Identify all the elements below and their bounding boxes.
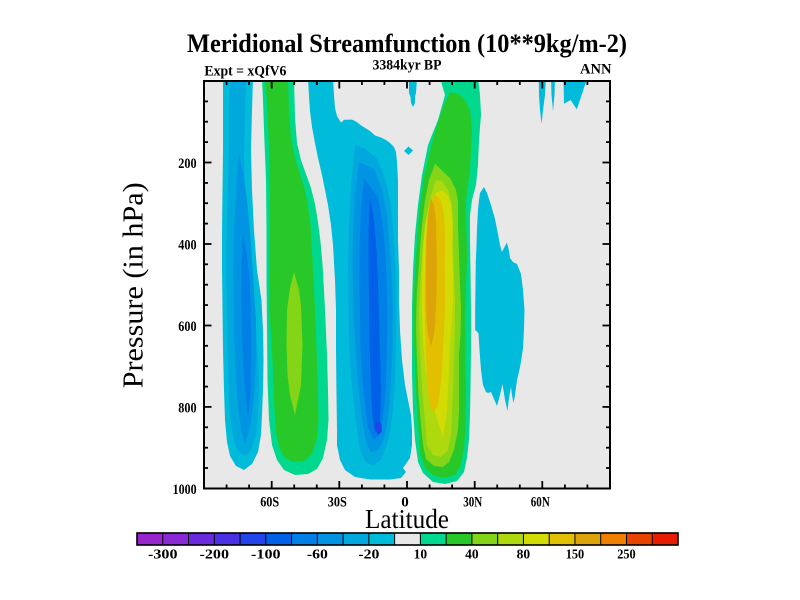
svg-text:10: 10	[414, 548, 428, 563]
svg-text:250: 250	[617, 548, 636, 563]
svg-text:400: 400	[178, 237, 196, 253]
svg-text:60S: 60S	[260, 495, 279, 511]
svg-text:600: 600	[178, 319, 196, 335]
svg-text:3384kyr BP: 3384kyr BP	[373, 58, 442, 74]
svg-text:150: 150	[566, 548, 585, 563]
svg-text:-100: -100	[251, 548, 281, 563]
svg-text:Pressure (in hPa): Pressure (in hPa)	[118, 182, 150, 388]
svg-text:-200: -200	[200, 548, 230, 563]
svg-text:1000: 1000	[173, 482, 197, 498]
svg-text:200: 200	[178, 156, 196, 172]
svg-text:0: 0	[401, 495, 409, 511]
svg-text:Latitude: Latitude	[365, 504, 449, 534]
svg-text:60N: 60N	[531, 495, 550, 511]
svg-text:40: 40	[465, 548, 479, 563]
svg-text:-60: -60	[307, 548, 328, 563]
svg-text:-300: -300	[148, 548, 178, 563]
svg-text:30N: 30N	[463, 495, 482, 511]
svg-text:80: 80	[517, 548, 531, 563]
svg-text:-20: -20	[358, 548, 379, 563]
svg-text:Meridional Streamfunction (10*: Meridional Streamfunction (10**9kg/m-2)	[187, 29, 627, 58]
svg-text:800: 800	[178, 400, 196, 416]
svg-text:Expt = xQfV6: Expt = xQfV6	[204, 64, 286, 80]
svg-text:ANN: ANN	[580, 62, 612, 78]
svg-text:30S: 30S	[328, 495, 347, 511]
